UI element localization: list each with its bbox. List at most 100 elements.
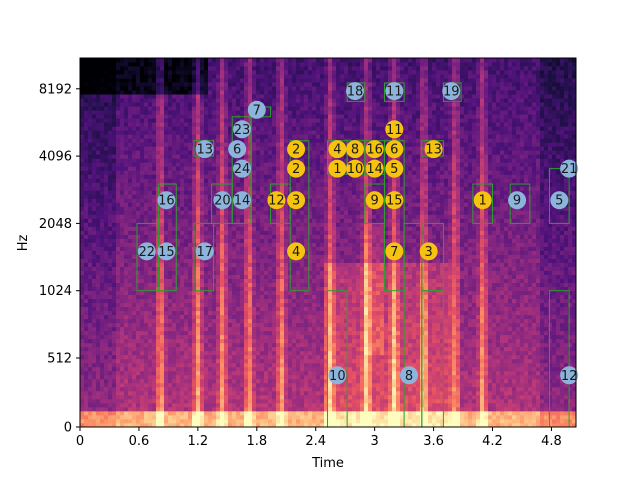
blue-marker: 23 (233, 120, 252, 139)
blue-marker: 19 (442, 82, 461, 101)
y-tick-label: 512 (47, 352, 72, 367)
region-box (327, 290, 348, 427)
blue-marker-label: 24 (234, 162, 251, 177)
yellow-marker: 1 (328, 159, 347, 178)
blue-marker: 13 (195, 140, 214, 159)
blue-marker-label: 21 (561, 162, 578, 177)
x-tick-label: 1.2 (188, 434, 209, 449)
x-tick-label: 1.8 (246, 434, 267, 449)
region-box (158, 183, 177, 292)
yellow-marker-label: 4 (292, 245, 300, 260)
blue-marker: 7 (247, 100, 266, 119)
yellow-marker: 12 (267, 191, 286, 210)
blue-marker-label: 7 (253, 103, 261, 118)
yellow-marker-label: 1 (479, 194, 487, 209)
x-tick-label: 3 (371, 434, 379, 449)
blue-marker: 9 (508, 191, 527, 210)
y-tick-label: 8192 (39, 82, 72, 97)
blue-marker-label: 14 (234, 194, 251, 209)
y-tick-label: 0 (64, 421, 72, 436)
blue-marker-label: 9 (513, 194, 521, 209)
region-box (548, 168, 570, 224)
yellow-marker-label: 15 (386, 194, 403, 209)
blue-marker-label: 6 (233, 143, 241, 158)
yellow-marker-label: 14 (366, 162, 383, 177)
y-tick-label: 1024 (39, 284, 72, 299)
blue-marker: 20 (213, 191, 232, 210)
yellow-marker: 11 (385, 120, 404, 139)
yellow-marker: 15 (385, 191, 404, 210)
yellow-marker-label: 1 (333, 162, 341, 177)
blue-marker-label: 20 (214, 194, 231, 209)
blue-marker: 11 (385, 82, 404, 101)
y-tick-label: 2048 (39, 217, 72, 232)
blue-marker-label: 8 (405, 369, 413, 384)
x-tick-label: 0 (76, 434, 84, 449)
blue-marker: 22 (137, 242, 156, 261)
yellow-marker-label: 13 (425, 143, 442, 158)
yellow-marker: 13 (424, 140, 443, 159)
yellow-marker-label: 4 (333, 143, 341, 158)
x-tick-label: 4.8 (541, 434, 562, 449)
yellow-marker-label: 2 (292, 162, 300, 177)
yellow-marker-label: 9 (371, 194, 379, 209)
x-tick-label: 4.2 (482, 434, 503, 449)
blue-marker-label: 16 (158, 194, 175, 209)
plot-frame (79, 57, 577, 428)
yellow-marker: 4 (287, 242, 306, 261)
blue-marker-label: 19 (443, 85, 460, 100)
blue-marker: 21 (560, 159, 579, 178)
blue-marker-label: 17 (196, 245, 213, 260)
yellow-marker-label: 6 (390, 143, 398, 158)
blue-marker-label: 23 (234, 123, 251, 138)
blue-marker: 8 (400, 366, 419, 385)
yellow-marker-label: 11 (386, 123, 403, 138)
x-axis-ticks: 0 0.6 1.2 1.8 2.4 3 3.6 4.2 4.8 (76, 427, 562, 449)
yellow-marker: 16 (365, 140, 384, 159)
region-box (472, 183, 494, 224)
region-box (421, 290, 444, 427)
yellow-marker: 2 (287, 159, 306, 178)
yellow-marker-label: 7 (390, 245, 398, 260)
yellow-marker-label: 3 (292, 194, 300, 209)
blue-marker: 16 (157, 191, 176, 210)
blue-marker-label: 11 (386, 85, 403, 100)
region-boxes (136, 82, 570, 427)
yellow-marker-label: 8 (351, 143, 359, 158)
blue-marker: 12 (560, 366, 579, 385)
yellow-marker: 3 (419, 242, 438, 261)
yellow-marker: 4 (328, 140, 347, 159)
yellow-marker-label: 10 (347, 162, 364, 177)
x-axis-label: Time (311, 456, 344, 471)
region-box (289, 140, 310, 292)
blue-marker-label: 22 (139, 245, 156, 260)
blue-marker: 14 (233, 191, 252, 210)
yellow-marker: 5 (385, 159, 404, 178)
yellow-marker: 2 (287, 140, 306, 159)
blue-marker: 10 (328, 366, 347, 385)
yellow-marker-label: 16 (366, 143, 383, 158)
x-tick-label: 2.4 (305, 434, 326, 449)
blue-marker-label: 13 (196, 143, 213, 158)
blue-marker: 24 (233, 159, 252, 178)
blue-marker-label: 15 (158, 245, 175, 260)
region-box (193, 222, 215, 292)
yellow-marker-label: 2 (292, 143, 300, 158)
blue-marker: 6 (228, 140, 247, 159)
blue-marker: 18 (346, 82, 365, 101)
yellow-marker: 10 (346, 159, 365, 178)
yellow-marker: 3 (287, 191, 306, 210)
yellow-marker-label: 12 (268, 194, 285, 209)
region-box (548, 290, 570, 427)
y-tick-label: 4096 (39, 150, 72, 165)
blue-marker-label: 10 (329, 369, 346, 384)
blue-marker: 15 (157, 242, 176, 261)
yellow-marker: 9 (365, 191, 384, 210)
yellow-marker: 8 (346, 140, 365, 159)
yellow-marker: 7 (385, 242, 404, 261)
blue-marker: 17 (195, 242, 214, 261)
x-tick-label: 3.6 (423, 434, 444, 449)
blue-marker: 5 (550, 191, 569, 210)
